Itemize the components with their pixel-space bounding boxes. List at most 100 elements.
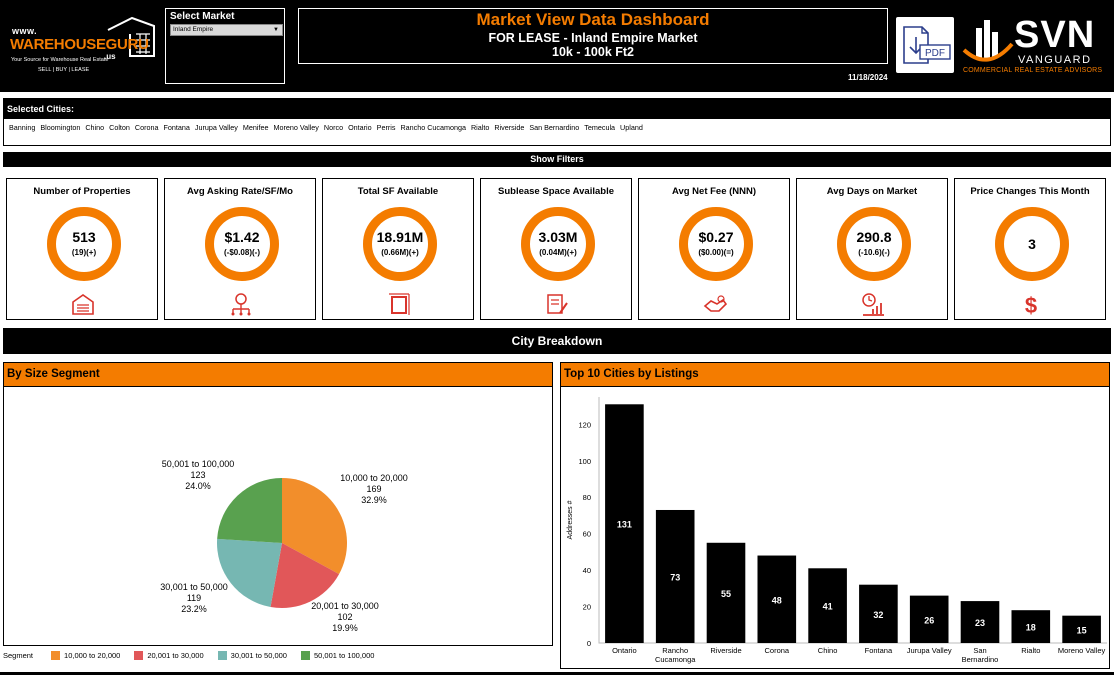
y-tick-label: 20 (583, 603, 591, 612)
dashboard-header: www. WAREHOUSEGURU .us Your Source for W… (0, 0, 1114, 92)
city-chip: Riverside (494, 123, 525, 132)
kpi-card: Number of Properties 513 (19)(+) (6, 178, 158, 320)
bar[interactable] (1011, 610, 1051, 643)
pdf-download-button[interactable]: PDF (896, 17, 954, 73)
legend-swatch (300, 651, 310, 660)
x-tick-label: Cucamonga (655, 655, 696, 664)
city-chip: Rancho Cucamonga (400, 123, 466, 132)
bar[interactable] (655, 509, 695, 643)
kpi-card: Price Changes This Month 3 $ (954, 178, 1106, 320)
city-chip: Moreno Valley (273, 123, 319, 132)
chevron-down-icon: ▼ (273, 27, 279, 33)
bar-value-label: 131 (617, 520, 632, 530)
city-chip: Chino (85, 123, 105, 132)
market-dropdown[interactable]: Inland Empire ▼ (170, 24, 283, 36)
city-chip: Temecula (584, 123, 616, 132)
legend-label: 20,001 to 30,000 (147, 651, 204, 660)
x-tick-label: Rancho (662, 646, 688, 655)
bar[interactable] (1062, 615, 1101, 643)
kpi-ring: 3 (995, 207, 1069, 281)
city-chip: San Bernardino (529, 123, 580, 132)
pie-slice[interactable] (217, 538, 282, 607)
legend-item[interactable]: 10,000 to 20,000 (51, 651, 120, 660)
pie-slice[interactable] (270, 543, 340, 608)
kpi-ring: 290.8 (-10.6)(-) (837, 207, 911, 281)
x-tick-label: Chino (818, 646, 838, 655)
kpi-card: Sublease Space Available 3.03M (0.04M)(+) (480, 178, 632, 320)
money-network-icon (231, 293, 251, 316)
bar[interactable] (757, 555, 797, 643)
logo-tagline: Your Source for Warehouse Real Estate (11, 57, 109, 63)
bar-value-label: 41 (823, 602, 833, 612)
x-tick-label: Ontario (612, 646, 637, 655)
city-chip: Jurupa Valley (194, 123, 238, 132)
bar-value-label: 48 (772, 595, 782, 605)
pie-slice[interactable] (217, 478, 282, 543)
kpi-title: Avg Net Fee (NNN) (671, 186, 757, 197)
handshake-money-icon (703, 295, 728, 312)
bar[interactable] (960, 601, 1000, 643)
warehouseguru-logo[interactable]: www. WAREHOUSEGURU .us Your Source for W… (8, 14, 158, 80)
city-chip: Perris (376, 123, 396, 132)
kpi-title: Avg Asking Rate/SF/Mo (187, 186, 293, 197)
kpi-change: (-$0.08)(-) (223, 248, 260, 257)
y-axis-label: Addresses # (567, 500, 574, 539)
kpi-change: (0.66M)(+) (381, 248, 419, 257)
city-chip: Ontario (348, 123, 372, 132)
pie-label-name: 20,001 to 30,000 (311, 601, 379, 611)
y-tick-label: 40 (583, 566, 591, 575)
bar[interactable] (859, 584, 898, 643)
bar[interactable] (808, 568, 847, 643)
bar-value-label: 23 (975, 618, 985, 628)
title-panel: Market View Data Dashboard FOR LEASE - I… (298, 8, 888, 64)
kpi-value: 3 (1028, 236, 1036, 252)
legend-item[interactable]: 50,001 to 100,000 (300, 651, 374, 660)
x-tick-label: Fontana (865, 646, 893, 655)
pie-slice[interactable] (282, 478, 347, 575)
dashboard-title: Market View Data Dashboard (476, 10, 710, 29)
bar-value-label: 18 (1026, 623, 1036, 633)
logo-tagline-2: SELL | BUY | LEASE (38, 67, 90, 73)
kpi-ring: 513 (19)(+) (47, 207, 121, 281)
city-chip: Banning (9, 123, 36, 132)
kpi-change: (0.04M)(+) (539, 248, 577, 257)
city-chip: Fontana (163, 123, 190, 132)
kpi-ring: $0.27 ($0.00)(=) (679, 207, 753, 281)
kpi-value: 290.8 (856, 229, 892, 245)
pdf-label: PDF (925, 48, 945, 59)
pie-label-count: 102 (337, 612, 352, 622)
city-breakdown-header: City Breakdown (3, 328, 1111, 354)
pie-label-pct: 23.2% (181, 604, 207, 614)
kpi-value: $0.27 (698, 229, 734, 245)
legend-item[interactable]: 30,001 to 50,000 (217, 651, 287, 660)
pie-label-count: 119 (187, 593, 201, 603)
contract-icon (547, 294, 568, 314)
size-segment-panel: By Size Segment 10,000 to 20,000 169 32.9%… (3, 362, 553, 646)
kpi-title: Avg Days on Market (826, 186, 918, 197)
kpi-value: 513 (72, 229, 96, 245)
kpi-card: Avg Asking Rate/SF/Mo $1.42 (-$0.08)(-) (164, 178, 316, 320)
y-tick-label: 120 (578, 420, 591, 429)
svn-tagline: COMMERCIAL REAL ESTATE ADVISORS (963, 67, 1103, 74)
pie-label-name: 50,001 to 100,000 (162, 459, 235, 469)
size-range: 10k - 100k Ft2 (552, 45, 634, 59)
kpi-card: Total SF Available 18.91M (0.66M)(+) (322, 178, 474, 320)
legend-label: 30,001 to 50,000 (230, 651, 287, 660)
city-chip: Corona (134, 123, 159, 132)
warehouse-outline-icon (107, 16, 155, 57)
legend-item[interactable]: 20,001 to 30,000 (134, 651, 204, 660)
selected-cities-panel: Selected Cities: Banning Bloomington Chino… (3, 98, 1111, 146)
bar[interactable] (706, 542, 746, 643)
select-market-panel: Select Market Inland Empire ▼ (165, 8, 285, 84)
bar-value-label: 32 (873, 610, 883, 620)
x-tick-label: Rialto (1021, 646, 1040, 655)
legend-label: 10,000 to 20,000 (64, 651, 121, 660)
bar[interactable] (605, 404, 644, 643)
bar[interactable] (909, 595, 949, 643)
svn-vanguard-logo[interactable]: SVN VANGUARD COMMERCIAL REAL ESTATE ADVI… (962, 14, 1108, 78)
show-filters-button[interactable]: Show Filters (3, 152, 1111, 167)
y-tick-label: 100 (578, 457, 591, 466)
select-market-label: Select Market (170, 11, 235, 22)
y-tick-label: 80 (583, 493, 591, 502)
